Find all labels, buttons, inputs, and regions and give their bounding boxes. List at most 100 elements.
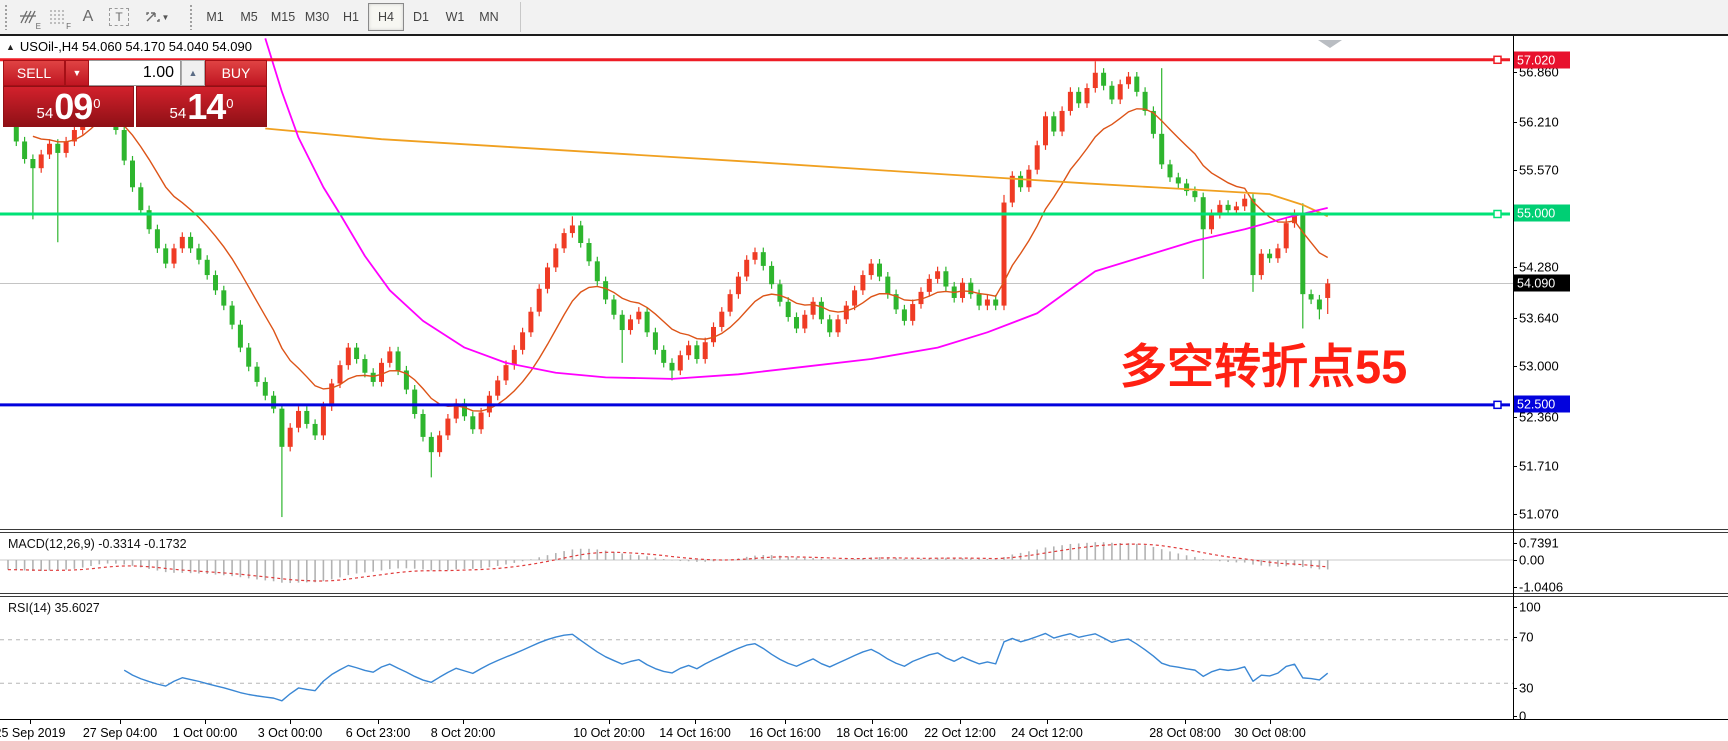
time-label: 28 Oct 08:00 <box>1149 726 1221 740</box>
time-label: 1 Oct 00:00 <box>172 726 238 740</box>
timeframe-button-M30[interactable]: M30 <box>304 10 330 24</box>
symbol-collapse-icon[interactable]: ▲ <box>6 41 15 52</box>
timeframe-group-handle[interactable] <box>189 4 194 30</box>
timeframe-button-H4[interactable]: H4 <box>368 3 404 31</box>
chart-shift-marker-icon[interactable] <box>1318 40 1342 48</box>
symbol-ohlc-text: USOil-,H4 54.060 54.170 54.040 54.090 <box>19 39 252 54</box>
scale-label: 52.360 <box>1519 409 1559 425</box>
sell-button[interactable]: SELL <box>3 60 65 86</box>
timeframe-button-M5[interactable]: M5 <box>240 10 258 24</box>
time-tick <box>1270 720 1271 724</box>
scale-tick <box>1513 560 1517 561</box>
sell-price[interactable]: 54 09 0 <box>3 86 134 127</box>
volume-increase-button[interactable]: ▲ <box>181 60 205 86</box>
timeframe-button-MN[interactable]: MN <box>479 10 499 24</box>
scale-tick <box>1513 267 1517 268</box>
price-badge-57.020: 57.020 <box>1514 51 1570 69</box>
scale-label: 51.710 <box>1519 458 1559 474</box>
chart-annotation-text: 多空转折点55 <box>1120 340 1408 393</box>
scale-label: 55.570 <box>1519 162 1559 178</box>
scale-tick <box>1513 122 1517 123</box>
buy-button[interactable]: BUY <box>205 60 267 86</box>
time-tick <box>785 720 786 724</box>
scale-tick <box>1513 637 1517 638</box>
buy-price-small: 54 <box>169 105 187 122</box>
rsi-separator[interactable] <box>0 593 1728 597</box>
timeframe-group: M1 M5 M15 M30 H1 H4 D1 W1 MN <box>198 0 506 34</box>
volume-input[interactable] <box>89 60 181 86</box>
toolbar: E F A T ▼ M1 M5 M15 M30 H1 H4 D1 W1 MN <box>0 0 1728 36</box>
volume-decrease-button[interactable]: ▼ <box>65 60 89 86</box>
time-label: 25 Sep 2019 <box>0 726 66 740</box>
buy-price[interactable]: 54 14 0 <box>136 86 267 127</box>
scale-tick <box>1513 716 1517 717</box>
scale-label: -1.0406 <box>1519 579 1564 595</box>
hatch-icon <box>20 10 36 24</box>
rsi-panel[interactable] <box>0 598 1513 718</box>
scale-label: 30 <box>1519 680 1534 696</box>
time-tick <box>872 720 873 724</box>
timeframe-button-W1[interactable]: W1 <box>445 10 465 24</box>
toolbar-separator <box>520 2 521 32</box>
fibo-lines-icon <box>50 10 66 24</box>
price-scale-border <box>1513 36 1514 719</box>
scale-tick <box>1513 318 1517 319</box>
sell-price-small: 54 <box>36 105 54 122</box>
chart-area[interactable] <box>0 36 1728 741</box>
macd-separator[interactable] <box>0 529 1728 533</box>
scale-label: 100 <box>1519 599 1541 615</box>
one-click-trade-panel: SELL ▼ ▲ BUY 54 09 0 54 14 0 <box>3 60 267 127</box>
time-label: 14 Oct 16:00 <box>659 726 731 740</box>
time-label: 3 Oct 00:00 <box>257 726 323 740</box>
scale-tick <box>1513 607 1517 608</box>
scale-label: 0 <box>1519 708 1527 724</box>
scale-label: 56.210 <box>1519 114 1559 130</box>
price-badge-54.090: 54.090 <box>1514 274 1570 292</box>
scale-tick <box>1513 366 1517 367</box>
time-label: 10 Oct 20:00 <box>573 726 645 740</box>
patterns-tool-button[interactable]: E <box>13 3 43 31</box>
scale-label: 0.7391 <box>1519 535 1559 551</box>
macd-label: MACD(12,26,9) -0.3314 -0.1732 <box>8 537 187 551</box>
scale-tick <box>1513 170 1517 171</box>
scale-label: 53.640 <box>1519 310 1559 326</box>
time-tick <box>378 720 379 724</box>
time-tick <box>695 720 696 724</box>
macd-panel[interactable] <box>0 534 1513 593</box>
time-label: 24 Oct 12:00 <box>1011 726 1083 740</box>
fibonacci-sub: F <box>66 22 71 31</box>
sell-price-sup: 0 <box>93 96 101 111</box>
dropdown-caret-icon: ▼ <box>161 12 170 22</box>
text-label-tool-button[interactable]: A <box>82 8 94 25</box>
time-axis[interactable]: 25 Sep 2019 27 Sep 04:00 1 Oct 00:00 3 Oct … <box>0 719 1728 742</box>
scale-tick <box>1513 587 1517 588</box>
chart-title: ▲ USOil-,H4 54.060 54.170 54.040 54.090 <box>6 39 252 54</box>
timeframe-button-D1[interactable]: D1 <box>413 10 429 24</box>
timeframe-button-H1[interactable]: H1 <box>343 10 359 24</box>
time-label: 30 Oct 08:00 <box>1234 726 1306 740</box>
timeframe-button-M15[interactable]: M15 <box>270 10 296 24</box>
text-tool-button[interactable]: T <box>109 8 129 26</box>
scale-tick <box>1513 417 1517 418</box>
scale-label: 53.000 <box>1519 358 1559 374</box>
time-label: 16 Oct 16:00 <box>749 726 821 740</box>
time-label: 8 Oct 20:00 <box>430 726 496 740</box>
scale-tick <box>1513 543 1517 544</box>
buy-price-sup: 0 <box>226 96 234 111</box>
arrows-tool-button[interactable]: ▼ <box>135 3 177 31</box>
toolbar-drag-handle[interactable] <box>4 4 9 30</box>
time-tick <box>960 720 961 724</box>
patterns-sub: E <box>35 22 41 31</box>
time-label: 22 Oct 12:00 <box>924 726 996 740</box>
scale-tick <box>1513 688 1517 689</box>
arrows-icon <box>145 12 160 22</box>
buy-price-big: 14 <box>187 86 226 127</box>
timeframe-button-M1[interactable]: M1 <box>206 10 224 24</box>
time-label: 6 Oct 23:00 <box>345 726 411 740</box>
time-tick <box>1185 720 1186 724</box>
time-tick <box>1047 720 1048 724</box>
time-tick <box>290 720 291 724</box>
time-tick <box>205 720 206 724</box>
fibonacci-tool-button[interactable]: F <box>43 3 73 31</box>
